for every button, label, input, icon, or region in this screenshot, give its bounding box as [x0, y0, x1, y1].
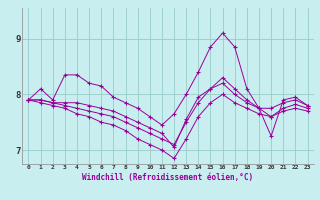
X-axis label: Windchill (Refroidissement éolien,°C): Windchill (Refroidissement éolien,°C) — [83, 173, 253, 182]
